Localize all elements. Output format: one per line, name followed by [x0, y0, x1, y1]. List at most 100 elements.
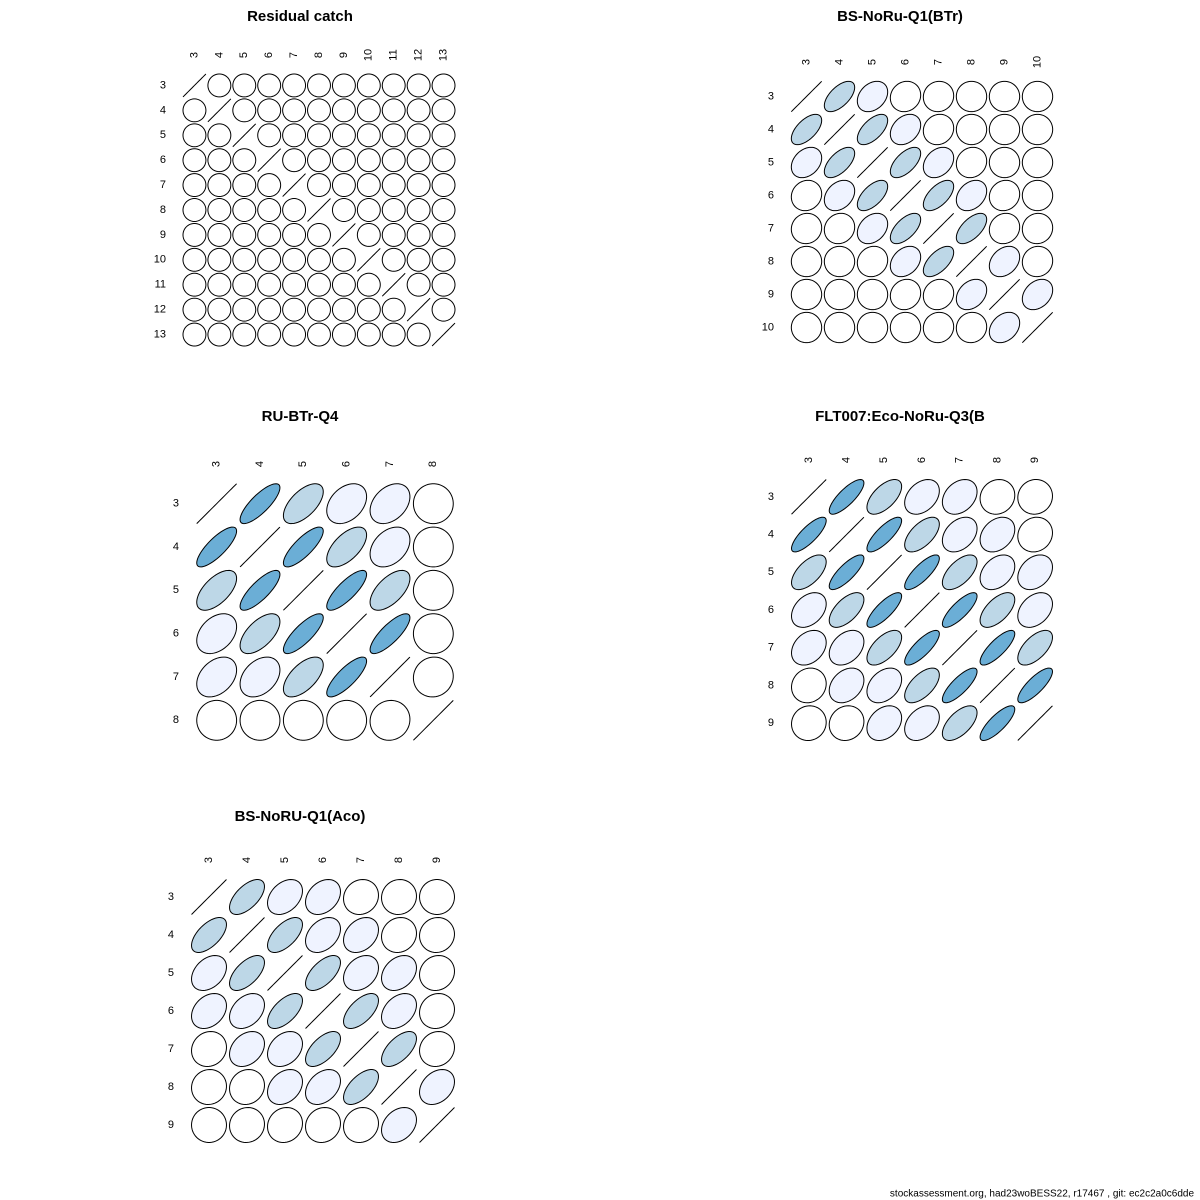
correlation-ellipse [823, 278, 856, 311]
correlation-ellipse [282, 198, 307, 222]
correlation-ellipse [988, 113, 1021, 146]
correlation-ellipse [904, 667, 940, 704]
correlation-ellipse [191, 1069, 227, 1105]
correlation-ellipse [1021, 245, 1054, 278]
correlation-ellipse [182, 173, 207, 198]
correlation-ellipse [1017, 479, 1053, 515]
correlation-ellipse [196, 569, 238, 611]
row-label: 7 [168, 1043, 174, 1055]
correlation-ellipse [191, 1107, 227, 1143]
correlation-ellipse [239, 699, 281, 741]
correlation-ellipse [239, 483, 281, 525]
correlation-ellipse [232, 198, 257, 222]
correlation-ellipse [922, 212, 955, 245]
correlation-ellipse [790, 113, 823, 146]
correlation-ellipse [307, 198, 331, 222]
correlation-ellipse [182, 297, 207, 322]
correlation-ellipse [356, 222, 381, 247]
correlation-ellipse [419, 1107, 455, 1143]
correlation-ellipse [856, 113, 889, 146]
correlation-ellipse [305, 993, 341, 1029]
correlation-ellipse [307, 73, 331, 98]
correlation-ellipse [282, 173, 306, 197]
column-label: 5 [279, 857, 291, 863]
panel-title: FLT007:Eco-NoRu-Q3(B [815, 408, 985, 425]
correlation-ellipse [866, 479, 903, 515]
correlation-ellipse [979, 516, 1016, 553]
correlation-ellipse [889, 179, 922, 212]
column-label: 9 [1029, 457, 1041, 463]
correlation-ellipse [431, 247, 456, 272]
correlation-ellipse [307, 98, 331, 123]
correlation-ellipse [889, 212, 922, 245]
correlation-ellipse [791, 629, 827, 666]
correlation-ellipse [307, 247, 331, 272]
correlation-ellipse [305, 917, 341, 953]
column-label: 3 [800, 59, 812, 65]
correlation-ellipse [307, 123, 331, 148]
correlation-ellipse [369, 656, 411, 698]
correlation-ellipse [182, 322, 207, 347]
correlation-ellipse [412, 656, 454, 698]
correlation-ellipse [282, 613, 324, 655]
column-label: 8 [427, 461, 439, 467]
correlation-ellipse [856, 212, 889, 245]
correlation-ellipse [381, 198, 406, 222]
column-label: 13 [437, 49, 449, 61]
correlation-ellipse [343, 955, 379, 991]
correlation-ellipse [431, 222, 456, 247]
correlation-ellipse [267, 1107, 303, 1143]
correlation-ellipse [381, 73, 406, 98]
correlation-ellipse [207, 222, 232, 247]
correlation-ellipse [406, 123, 431, 148]
correlation-ellipse [381, 993, 417, 1029]
correlation-ellipse [267, 1031, 303, 1067]
row-label: 4 [160, 104, 166, 116]
column-label: 4 [840, 457, 852, 463]
row-label: 6 [173, 628, 179, 640]
correlation-ellipse [257, 198, 282, 222]
row-label: 3 [173, 498, 179, 510]
correlation-ellipse [331, 148, 356, 173]
row-label: 3 [160, 79, 166, 91]
correlation-ellipse [282, 73, 307, 98]
correlation-ellipse [790, 146, 823, 179]
correlation-ellipse [955, 311, 988, 344]
correlation-ellipse [988, 311, 1021, 344]
correlation-ellipse [412, 613, 454, 655]
correlation-ellipse [282, 483, 324, 525]
correlation-ellipse [406, 98, 431, 123]
row-label: 7 [768, 222, 774, 234]
correlation-ellipse [419, 1031, 455, 1067]
correlation-ellipse [406, 198, 431, 222]
column-label: 4 [213, 52, 225, 58]
correlation-ellipse [356, 173, 381, 198]
correlation-ellipse [988, 80, 1021, 113]
correlation-ellipse [232, 173, 257, 198]
correlation-ellipse [356, 322, 381, 347]
correlation-ellipse [431, 148, 456, 173]
correlation-ellipse [282, 247, 307, 272]
column-label: 9 [431, 857, 443, 863]
correlation-ellipse [941, 479, 978, 515]
row-label: 10 [762, 321, 774, 333]
correlation-ellipse [239, 526, 281, 568]
correlation-ellipse [356, 247, 381, 272]
correlation-ellipse [196, 526, 238, 568]
correlation-ellipse [922, 113, 955, 146]
correlation-ellipse [1021, 113, 1054, 146]
correlation-ellipse [356, 73, 381, 98]
correlation-ellipse [282, 656, 324, 698]
correlation-ellipse [790, 80, 823, 113]
correlation-ellipse [419, 993, 455, 1029]
column-label: 6 [899, 59, 911, 65]
correlation-ellipse [922, 311, 955, 344]
correlation-ellipse [823, 113, 856, 146]
correlation-ellipse [196, 699, 238, 741]
correlation-ellipse [207, 123, 232, 148]
row-label: 13 [154, 328, 166, 340]
footer: stockassessment.org, had23woBESS22, r174… [890, 1189, 1195, 1200]
correlation-ellipse [381, 98, 406, 123]
correlation-ellipse [381, 1069, 417, 1105]
correlation-ellipse [381, 1031, 417, 1067]
